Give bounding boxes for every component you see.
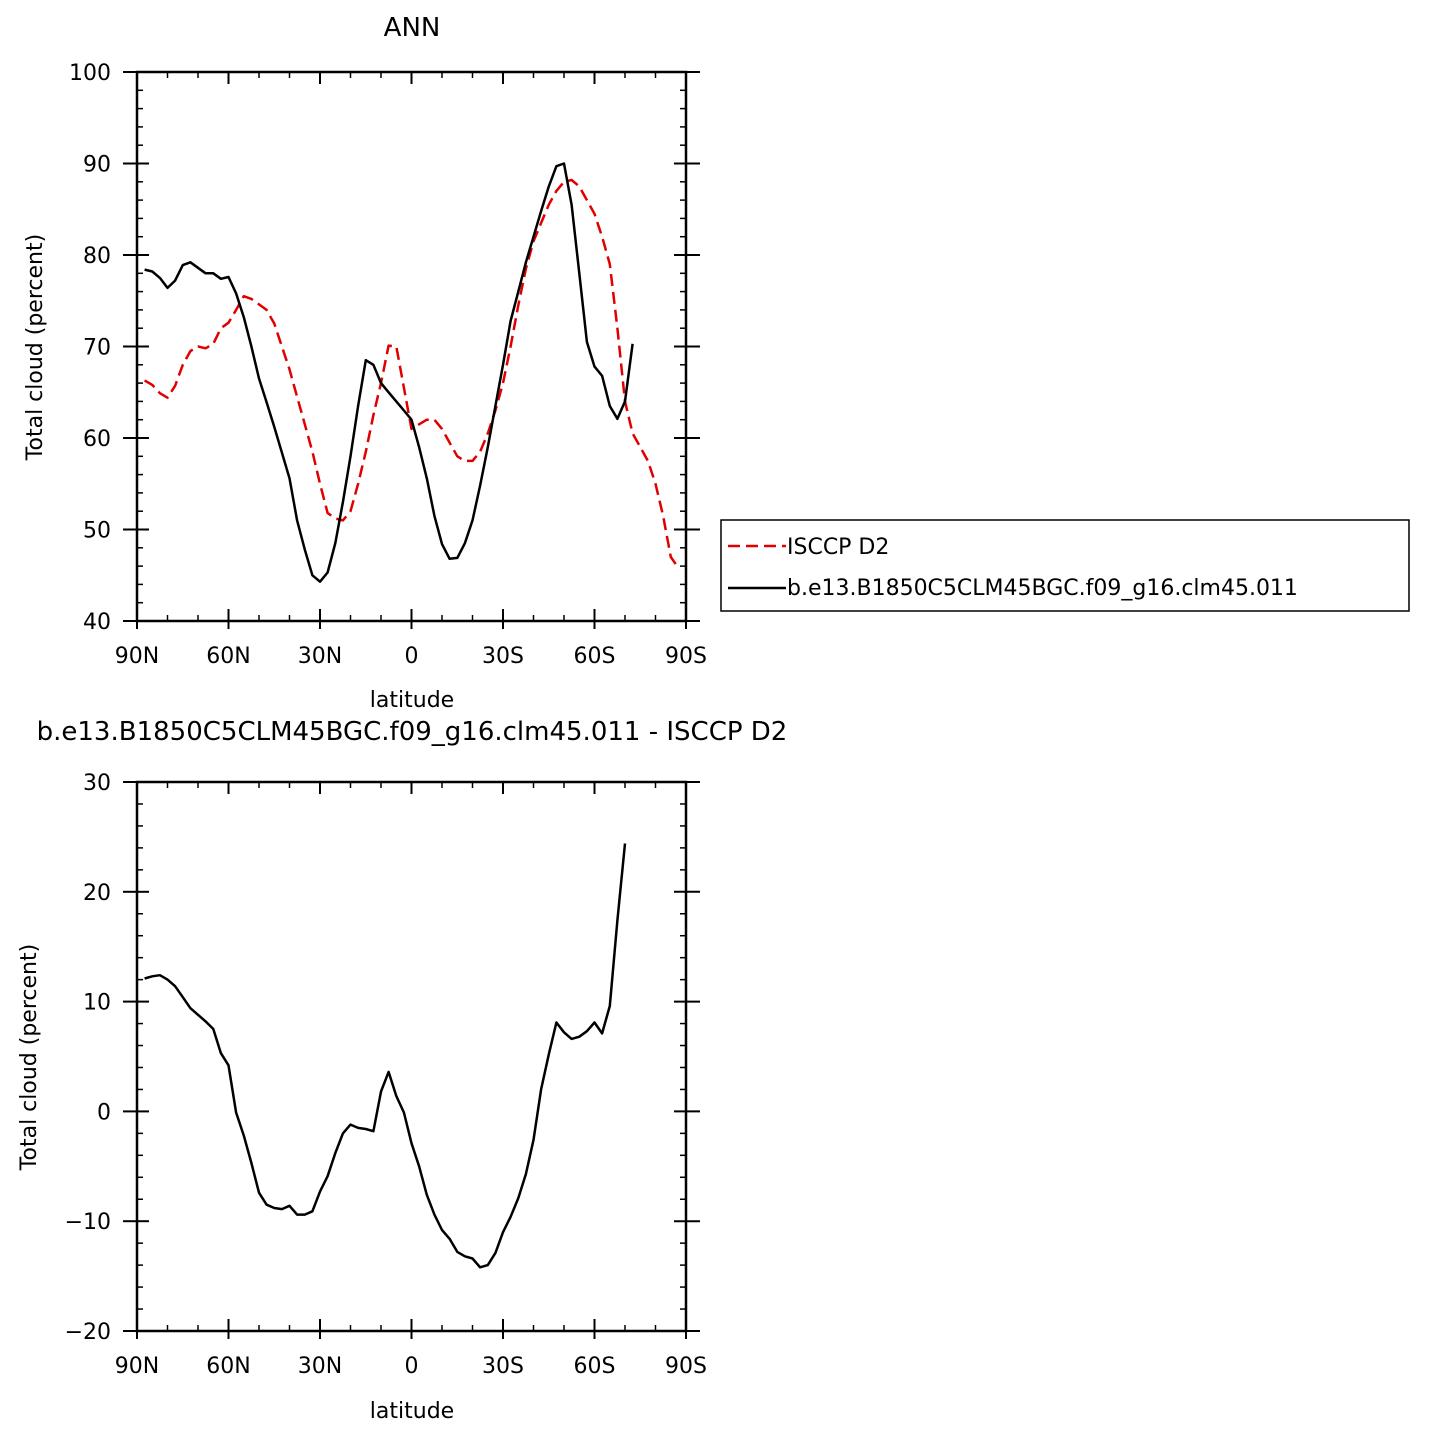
- bottom-y-tick-label: 0: [97, 1100, 111, 1125]
- legend-label-model: b.e13.B1850C5CLM45BGC.f09_g16.clm45.011: [787, 576, 1298, 601]
- top-x-tick-label: 0: [405, 644, 419, 669]
- top-series-line-0: [143, 178, 680, 569]
- bottom-x-axis-label: latitude: [370, 1399, 454, 1424]
- top-x-tick-label: 30N: [298, 644, 342, 669]
- bottom-plot-frame: [135, 780, 688, 1333]
- top-x-tick-label: 60S: [574, 644, 616, 669]
- top-series-line-1: [144, 162, 634, 583]
- top-panel: ANN 90N 60N 30N 0 30S 60S 90S 40 50 60 70 80 90 100 l…: [23, 13, 707, 713]
- bottom-chart-title: b.e13.B1850C5CLM45BGC.f09_g16.clm45.011 …: [37, 717, 788, 747]
- top-y-axis-label: Total cloud (percent): [23, 234, 48, 461]
- top-y-tick-label: 100: [69, 61, 111, 86]
- bottom-y-tick-label: −10: [65, 1210, 111, 1235]
- legend-box: [720, 519, 1410, 612]
- bottom-y-tick-label: 10: [83, 991, 111, 1016]
- top-x-tick-label: 90N: [115, 644, 159, 669]
- top-y-tick-label: 40: [83, 610, 111, 635]
- top-x-tick-label: 30S: [482, 644, 524, 669]
- bottom-x-tick-label: 90S: [665, 1354, 707, 1379]
- bottom-x-tick-label: 60S: [574, 1354, 616, 1379]
- bottom-y-tick-label: 30: [83, 771, 111, 796]
- top-x-axis-label: latitude: [370, 688, 454, 713]
- bottom-x-tick-label: 0: [405, 1354, 419, 1379]
- top-plot-frame: [135, 70, 688, 623]
- bottom-x-tick-label: 30N: [298, 1354, 342, 1379]
- legend: ISCCP D2 b.e13.B1850C5CLM45BGC.f09_g16.c…: [720, 519, 1410, 612]
- top-y-tick-label: 90: [83, 153, 111, 178]
- top-axis-ticks: 90N 60N 30N 0 30S 60S 90S 40 50 60 70 80 90 100: [69, 61, 707, 669]
- top-y-tick-label: 60: [83, 427, 111, 452]
- bottom-axis-ticks: 90N 60N 30N 0 30S 60S 90S −20 −10 0 10 20 30: [65, 771, 707, 1379]
- bottom-series-line-0: [144, 843, 627, 1269]
- top-chart-title: ANN: [384, 13, 441, 43]
- top-series-lines: [143, 162, 680, 583]
- bottom-x-tick-label: 90N: [115, 1354, 159, 1379]
- top-x-tick-label: 90S: [665, 644, 707, 669]
- bottom-series-lines: [144, 843, 627, 1269]
- top-x-tick-label: 60N: [206, 644, 250, 669]
- top-y-tick-label: 50: [83, 519, 111, 544]
- top-y-tick-label: 70: [83, 336, 111, 361]
- bottom-x-tick-label: 60N: [206, 1354, 250, 1379]
- bottom-panel: b.e13.B1850C5CLM45BGC.f09_g16.clm45.011 …: [17, 717, 787, 1424]
- bottom-y-tick-label: −20: [65, 1320, 111, 1345]
- top-y-tick-label: 80: [83, 244, 111, 269]
- legend-label-isccp: ISCCP D2: [787, 535, 889, 560]
- bottom-y-axis-label: Total cloud (percent): [17, 944, 42, 1171]
- bottom-y-tick-label: 20: [83, 881, 111, 906]
- bottom-x-tick-label: 30S: [482, 1354, 524, 1379]
